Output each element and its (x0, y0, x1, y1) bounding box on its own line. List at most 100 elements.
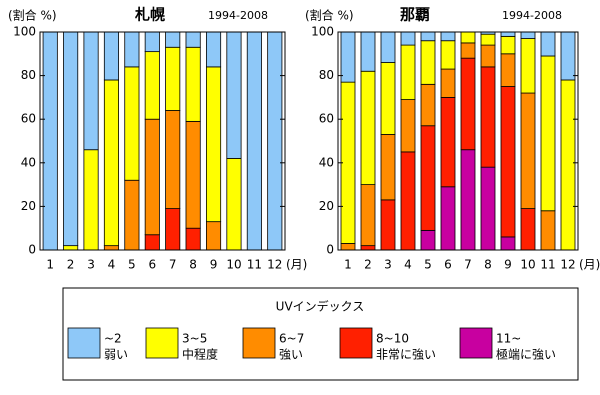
bar-segment (460, 57, 476, 151)
bar-segment (380, 199, 396, 251)
x-tick-label: 5 (128, 258, 136, 272)
bar-segment (500, 53, 516, 87)
bar-segment (103, 31, 120, 81)
bar-segment (500, 35, 516, 55)
bar-segment (500, 236, 516, 251)
x-tick-label: 9 (210, 258, 218, 272)
y-tick-label: 0 (326, 243, 334, 257)
bar-segment (185, 120, 201, 229)
bar-segment (400, 44, 416, 100)
y-tick-label: 60 (319, 112, 334, 126)
y-tick-label: 60 (21, 112, 36, 126)
bar-segment (360, 70, 376, 185)
bar-segment (480, 166, 496, 251)
bar-segment (165, 31, 181, 48)
bar-segment (480, 66, 496, 168)
bar-segment (420, 83, 436, 127)
plot-frame (337, 31, 579, 251)
bar-segment (420, 125, 436, 231)
bar-segment (560, 79, 576, 251)
bar-segment (560, 31, 576, 81)
bar-segment (360, 184, 376, 247)
bar-segment (460, 42, 476, 59)
legend-label: 極端に強い (496, 347, 556, 362)
bar-segment (185, 46, 201, 122)
x-tick-label: 7 (464, 258, 472, 272)
bar-segment (205, 66, 222, 223)
bar-segment (520, 38, 536, 94)
y-tick-label: 100 (311, 25, 334, 39)
bar-segment (440, 97, 456, 188)
x-tick-label: 6 (444, 258, 452, 272)
y-tick-label: 40 (21, 155, 36, 169)
legend-label: 強い (279, 348, 303, 362)
x-tick-label: 8 (189, 258, 197, 272)
bar-segment (124, 66, 140, 181)
y-tick-label: 80 (21, 68, 36, 82)
bar-segment (83, 149, 99, 251)
x-tick-label: 10 (226, 258, 241, 272)
bar-segment (226, 158, 242, 251)
bar-segment (400, 151, 416, 251)
legend-label: 弱い (104, 348, 128, 362)
x-tick-label: 7 (169, 258, 177, 272)
legend-swatch (459, 327, 493, 359)
legend-swatch (67, 327, 101, 359)
legend-label: 中程度 (182, 347, 218, 362)
bar-segment (144, 51, 160, 120)
x-tick-label: 6 (148, 258, 156, 272)
bar-segment (480, 44, 496, 68)
bar-segment (246, 31, 262, 251)
bar-segment (144, 31, 160, 53)
x-tick-label: 9 (504, 258, 512, 272)
y-tick-label: 0 (28, 243, 36, 257)
bar-segment (440, 68, 456, 98)
legend-name: 11~ (496, 332, 521, 346)
bar-segment (340, 243, 356, 251)
bar-segment (205, 31, 222, 68)
bar-segment (520, 92, 536, 209)
y-tick-label: 20 (21, 199, 36, 213)
bar-segment (360, 31, 376, 72)
bar-segment (165, 46, 181, 111)
legend-swatch (145, 327, 179, 359)
chart-subtitle: 1994-2008 (208, 9, 268, 22)
bar-segment (420, 229, 436, 251)
x-tick-label: 10 (520, 258, 535, 272)
bar-segment (500, 31, 516, 37)
bar-segment (124, 179, 140, 251)
bar-segment (540, 31, 556, 57)
legend-title: UVインデックス (276, 299, 365, 314)
bar-segment (440, 31, 456, 42)
bar-segment (540, 55, 556, 212)
bar-segment (83, 31, 99, 151)
chart-title: 那覇 (400, 6, 430, 24)
bar-segment (460, 31, 476, 44)
bar-segment (205, 221, 222, 251)
bar-segment (63, 245, 79, 251)
x-tick-label: 12 (560, 258, 575, 272)
x-tick-label: 3 (87, 258, 95, 272)
bar-segment (165, 110, 181, 209)
x-tick-label: 11 (247, 258, 262, 272)
bar-segment (540, 210, 556, 251)
bar-segment (460, 149, 476, 251)
bar-segment (267, 31, 283, 251)
x-tick-label: 1 (344, 258, 352, 272)
bar-segment (63, 31, 79, 247)
bar-segment (480, 33, 496, 46)
bar-segment (380, 62, 396, 135)
x-tick-label: 3 (384, 258, 392, 272)
bar-segment (520, 208, 536, 251)
bar-segment (380, 134, 396, 201)
legend-name: 6~7 (279, 332, 304, 346)
y-axis-label: (割合 %) (8, 8, 57, 23)
bar-segment (360, 245, 376, 251)
y-tick-label: 80 (319, 68, 334, 82)
y-tick-label: 40 (319, 155, 334, 169)
x-tick-label: 2 (364, 258, 372, 272)
bar-segment (103, 245, 120, 251)
x-tick-label: 2 (67, 258, 75, 272)
bar-segment (440, 186, 456, 251)
x-tick-label: 1 (46, 258, 54, 272)
